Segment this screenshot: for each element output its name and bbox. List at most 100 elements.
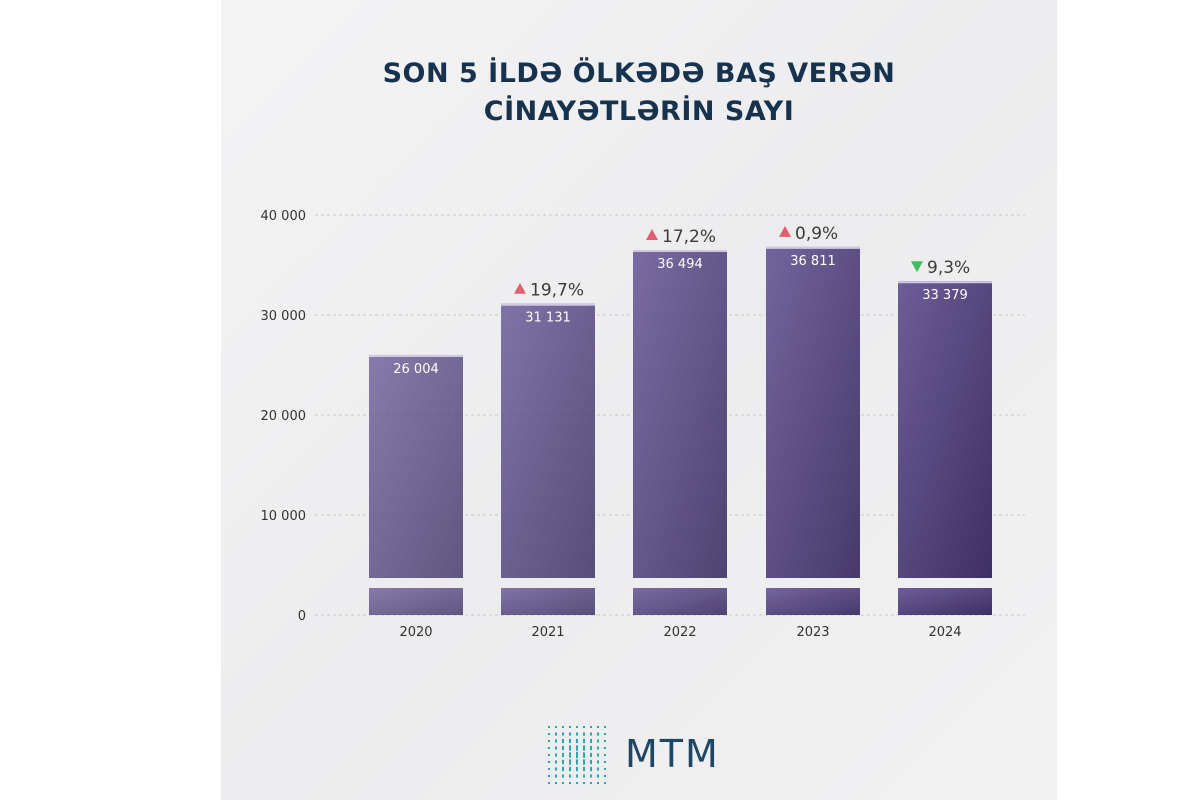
bar <box>501 303 595 578</box>
logo-dot <box>576 751 578 759</box>
logo-dot <box>597 753 599 757</box>
logo-dot <box>548 740 550 742</box>
logo-dot <box>597 726 599 728</box>
logo-dot <box>597 767 599 771</box>
logo-dot <box>576 766 578 772</box>
change-label: 0,9% <box>795 224 838 244</box>
logo-dot <box>548 782 550 784</box>
logo-dot <box>604 740 606 742</box>
mtm-logo-icon <box>548 726 606 784</box>
logo-dot <box>597 732 599 736</box>
logo-dot <box>576 759 578 765</box>
logo-dot <box>548 733 550 735</box>
logo-dot <box>569 752 571 758</box>
logo-dot <box>583 782 585 784</box>
logo-dot <box>569 738 571 744</box>
logo-dot <box>555 726 557 728</box>
logo-dot <box>576 782 578 784</box>
logo-dot <box>604 761 606 763</box>
logo-dot <box>590 766 592 772</box>
logo-dot <box>569 745 571 751</box>
logo-dot <box>548 754 550 756</box>
logo-dot <box>548 761 550 763</box>
logo-dot <box>576 732 578 736</box>
logo-dot <box>569 782 571 784</box>
logo-dot <box>562 738 564 744</box>
up-arrow-icon <box>514 282 526 294</box>
y-tick-label: 20 000 <box>261 409 307 424</box>
logo-dot <box>548 775 550 777</box>
logo-dot <box>583 774 585 778</box>
logo-dot <box>597 760 599 764</box>
y-tick-label: 40 000 <box>261 209 307 224</box>
logo-dot <box>590 782 592 784</box>
logo-dot <box>569 759 571 765</box>
data-label: 36 494 <box>657 257 703 272</box>
logo-dot <box>590 774 592 778</box>
change-label: 9,3% <box>927 258 970 278</box>
data-label: 31 131 <box>525 311 571 326</box>
logo-dot <box>583 732 585 736</box>
logo-dot <box>555 767 557 771</box>
logo-dot <box>583 759 585 765</box>
logo-dot <box>562 782 564 784</box>
logo-dot <box>590 759 592 765</box>
up-arrow-icon <box>646 229 658 241</box>
logo-dot <box>548 768 550 770</box>
logo-dot <box>562 759 564 765</box>
logo-dot <box>569 774 571 778</box>
bar-base <box>369 588 463 615</box>
down-arrow-icon <box>911 261 923 273</box>
logo-dot <box>597 739 599 743</box>
y-tick-label: 30 000 <box>261 309 307 324</box>
logo-dot <box>562 745 564 751</box>
logo-dot <box>562 766 564 772</box>
logo-dot <box>604 768 606 770</box>
logo-dot <box>604 782 606 784</box>
logo-dot <box>583 726 585 728</box>
data-label: 36 811 <box>790 254 836 269</box>
logo-dot <box>562 726 564 728</box>
logo-dot <box>597 782 599 784</box>
logo-dot <box>562 774 564 778</box>
logo-dot <box>590 738 592 744</box>
chart-title: SON 5 İLDƏ ÖLKƏDƏ BAŞ VERƏN CİNAYƏTLƏRİN… <box>221 55 1057 131</box>
logo-dot <box>590 752 592 758</box>
x-tick-label: 2020 <box>399 625 432 640</box>
logo-dot <box>604 747 606 749</box>
logo-dot <box>583 752 585 758</box>
logo-dot <box>569 732 571 736</box>
title-line-2: CİNAYƏTLƏRİN SAYI <box>483 96 795 127</box>
logo-dot <box>548 747 550 749</box>
logo-dot <box>576 774 578 778</box>
x-tick-label: 2024 <box>928 625 961 640</box>
bar-base <box>501 588 595 615</box>
logo-dot <box>576 745 578 751</box>
logo-dot <box>555 774 557 778</box>
x-tick-label: 2023 <box>796 625 829 640</box>
logo-dot <box>590 745 592 751</box>
bar <box>898 281 992 578</box>
logo-dot <box>583 745 585 751</box>
logo-dot <box>604 733 606 735</box>
logo-dot <box>590 726 592 728</box>
logo-dot <box>597 774 599 778</box>
logo-dot <box>562 752 564 758</box>
logo-dot <box>555 753 557 757</box>
bar-base <box>898 588 992 615</box>
logo-dot <box>604 775 606 777</box>
logo-dot <box>576 738 578 744</box>
logo-dot <box>576 726 578 728</box>
logo-dot <box>569 766 571 772</box>
logo-dot <box>555 732 557 736</box>
bar-base <box>633 588 727 615</box>
logo-dot <box>569 726 571 728</box>
logo-dot <box>555 760 557 764</box>
x-tick-label: 2022 <box>663 625 696 640</box>
logo-dot <box>555 739 557 743</box>
change-label: 19,7% <box>530 281 584 301</box>
logo-dot <box>604 726 606 728</box>
bar <box>766 246 860 578</box>
logo-dot <box>562 732 564 736</box>
bar-base <box>766 588 860 615</box>
